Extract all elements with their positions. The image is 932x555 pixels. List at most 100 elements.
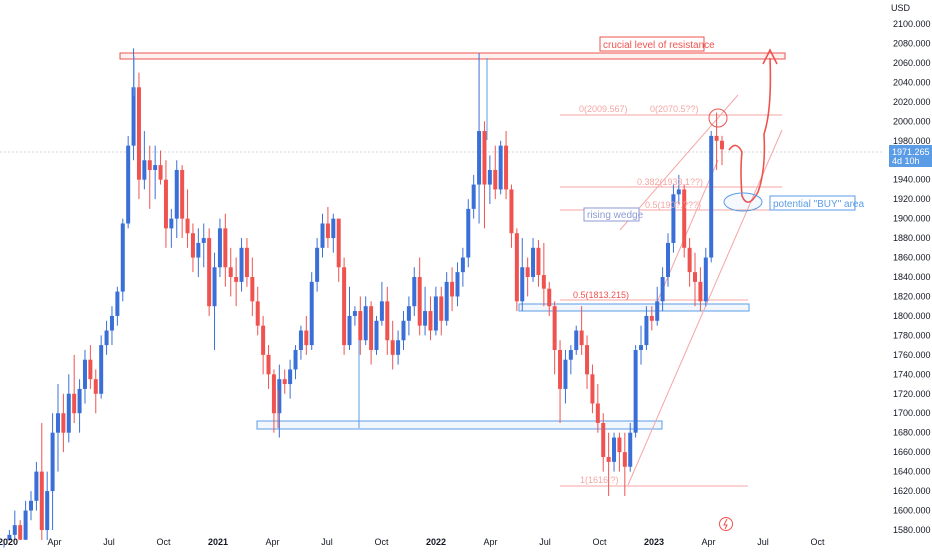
candle-43[interactable] (234, 257, 239, 307)
candle-111[interactable] (601, 413, 606, 472)
candle-13[interactable] (72, 354, 77, 423)
candle-79[interactable] (428, 296, 433, 341)
candle-119[interactable] (644, 306, 649, 350)
candle-112[interactable] (606, 432, 611, 496)
candle-20[interactable] (109, 306, 114, 346)
candle-40[interactable] (217, 218, 222, 277)
candle-115[interactable] (622, 432, 627, 496)
candle-74[interactable] (401, 311, 406, 350)
candle-46[interactable] (250, 257, 255, 316)
candle-10[interactable] (55, 384, 60, 472)
candle-110[interactable] (595, 384, 600, 433)
candle-15[interactable] (82, 349, 87, 404)
candle-81[interactable] (439, 286, 444, 336)
price-axis[interactable]: USD 1580.000 1600.000 1620.000 1640.000 1660… (882, 0, 932, 550)
candle-73[interactable] (396, 330, 401, 365)
candle-37[interactable] (201, 223, 206, 268)
candle-76[interactable] (412, 267, 417, 316)
candle-7[interactable] (39, 422, 44, 540)
candle-22[interactable] (120, 218, 125, 302)
candle-121[interactable] (655, 286, 660, 326)
candle-59[interactable] (320, 213, 325, 258)
candle-77[interactable] (417, 257, 422, 336)
candle-71[interactable] (385, 286, 390, 355)
candle-75[interactable] (406, 296, 411, 336)
buy-area-ellipse[interactable] (723, 192, 763, 212)
candle-18[interactable] (99, 335, 104, 399)
candle-92[interactable] (498, 140, 503, 195)
candle-72[interactable] (390, 320, 395, 370)
candle-29[interactable] (158, 150, 163, 185)
candle-2[interactable] (12, 510, 17, 540)
candle-55[interactable] (298, 325, 303, 360)
candle-32[interactable] (174, 160, 179, 239)
time-axis[interactable]: 2020 Apr Jul Oct 2021 Apr Jul Oct 2022 Apr Jul Oct 2… (0, 537, 825, 547)
candle-84[interactable] (455, 262, 460, 307)
candle-35[interactable] (190, 223, 195, 273)
candle-105[interactable] (568, 345, 573, 375)
candle-12[interactable] (66, 374, 71, 443)
candle-78[interactable] (423, 286, 428, 336)
candle-19[interactable] (104, 320, 109, 355)
candle-63[interactable] (342, 257, 347, 355)
candle-28[interactable] (153, 145, 158, 200)
candle-66[interactable] (358, 296, 363, 355)
candle-30[interactable] (163, 160, 168, 248)
candle-122[interactable] (660, 267, 665, 312)
candle-103[interactable] (558, 340, 563, 423)
candle-126[interactable] (682, 184, 687, 258)
candle-27[interactable] (147, 145, 152, 209)
candle-108[interactable] (585, 335, 590, 389)
candle-128[interactable] (693, 252, 698, 307)
candle-41[interactable] (223, 213, 228, 287)
candle-131[interactable] (709, 131, 714, 263)
candle-39[interactable] (212, 252, 217, 350)
candle-82[interactable] (444, 272, 449, 326)
candle-52[interactable] (282, 369, 287, 394)
candle-102[interactable] (552, 301, 557, 375)
candle-67[interactable] (363, 296, 368, 346)
candle-123[interactable] (666, 233, 671, 287)
candle-107[interactable] (579, 306, 584, 355)
candle-100[interactable] (541, 242, 546, 307)
candle-1[interactable] (7, 530, 12, 540)
candle-53[interactable] (288, 359, 293, 399)
candle-127[interactable] (687, 238, 692, 287)
candle-48[interactable] (261, 315, 266, 375)
candle-87[interactable] (471, 174, 476, 219)
candle-90[interactable] (487, 155, 492, 205)
candle-88[interactable] (477, 53, 482, 224)
candle-21[interactable] (115, 286, 120, 326)
candle-45[interactable] (244, 238, 249, 287)
candle-101[interactable] (547, 281, 552, 316)
candle-57[interactable] (309, 272, 314, 350)
candle-50[interactable] (271, 369, 276, 433)
candle-98[interactable] (531, 238, 536, 282)
candle-5[interactable] (28, 491, 33, 521)
candle-69[interactable] (374, 315, 379, 355)
candle-113[interactable] (612, 432, 617, 472)
candle-42[interactable] (228, 247, 233, 297)
candle-9[interactable] (50, 413, 55, 530)
candle-25[interactable] (136, 72, 141, 200)
candle-3[interactable] (18, 520, 23, 540)
resistance-zone[interactable] (119, 52, 786, 60)
candle-99[interactable] (536, 240, 541, 287)
candle-83[interactable] (450, 267, 455, 312)
candle-65[interactable] (352, 306, 357, 326)
candle-8[interactable] (45, 471, 50, 540)
candle-106[interactable] (574, 325, 579, 355)
candle-117[interactable] (633, 345, 638, 438)
candle-86[interactable] (466, 199, 471, 268)
candle-34[interactable] (185, 189, 190, 248)
candle-89[interactable] (482, 121, 487, 229)
candle-118[interactable] (639, 325, 644, 365)
candle-114[interactable] (617, 432, 622, 472)
support-zone-mid[interactable] (518, 303, 750, 312)
candle-58[interactable] (315, 238, 320, 292)
candle-49[interactable] (266, 345, 271, 389)
candle-23[interactable] (126, 135, 131, 229)
candle-94[interactable] (509, 184, 514, 248)
candle-132[interactable] (714, 112, 719, 170)
candle-120[interactable] (649, 306, 654, 331)
